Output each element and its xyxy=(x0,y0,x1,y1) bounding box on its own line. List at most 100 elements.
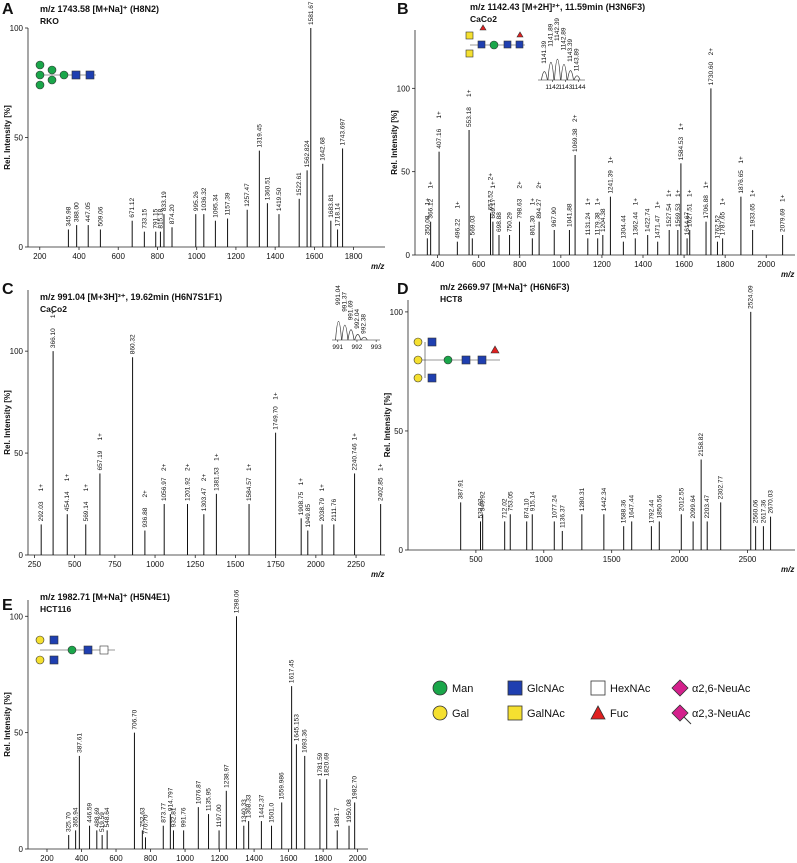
charge-label: 2+ xyxy=(516,181,523,189)
peak-label: 1949.85 xyxy=(305,504,312,528)
peak-label: 350.08 xyxy=(424,215,431,235)
charge-label: 1+ xyxy=(436,111,443,119)
peak-label: 2240.746 xyxy=(352,443,359,470)
legend-label: GlcNAc xyxy=(527,683,565,695)
inset-peak-label: 1143.89 xyxy=(574,48,581,71)
x-tick-label: 200 xyxy=(40,854,54,863)
peak-label: 2012.55 xyxy=(678,487,685,511)
y-tick-label: 50 xyxy=(401,168,410,177)
peak-label: 1522.61 xyxy=(296,172,303,196)
peak-label: 1136.37 xyxy=(559,505,566,528)
glycan-icon xyxy=(35,635,115,665)
charge-label: 1+ xyxy=(585,198,592,206)
charge-label: 1+ xyxy=(319,484,326,492)
peak-label: 1036.32 xyxy=(201,187,208,211)
peak-label: 1501.0 xyxy=(269,802,276,822)
peak-label: 387.91 xyxy=(458,479,465,499)
charge-label: 1+ xyxy=(83,484,90,492)
x-tick-label: 1200 xyxy=(211,854,229,863)
x-tick-label: 1000 xyxy=(188,252,206,261)
peak-label: 798.63 xyxy=(516,198,523,218)
y-tick-label: 0 xyxy=(19,243,24,252)
inset-tick-label: 1144 xyxy=(571,84,585,91)
peak-label: 1095.34 xyxy=(212,194,219,218)
peak-label: 1876.65 xyxy=(738,170,745,194)
peak-label: 1614.67 xyxy=(684,211,691,235)
charge-label: 1+ xyxy=(595,198,602,206)
panel-letter: E xyxy=(2,597,13,614)
peak-label: 366.12 xyxy=(428,198,435,218)
x-tick-label: 800 xyxy=(513,260,527,269)
peak-label: 752.63 xyxy=(139,807,146,827)
y-axis-label: Rel. Intensity [%] xyxy=(390,110,399,175)
legend-symbol xyxy=(432,680,448,696)
x-tick-label: 1500 xyxy=(603,555,621,564)
peak-label: 1762.52 xyxy=(714,215,721,239)
peak-label: 2099.64 xyxy=(690,495,697,519)
panel-subtitle: HCT116 xyxy=(40,604,71,614)
peak-label: 1069.38 xyxy=(572,128,579,152)
charge-label: 1+ xyxy=(529,198,536,206)
peak-label: 496.22 xyxy=(454,218,461,238)
x-tick-label: 500 xyxy=(469,555,483,564)
inset-peak-label: 1142.39 xyxy=(554,18,561,41)
x-tick-label: 2250 xyxy=(347,560,365,569)
peak-label: 669.17 xyxy=(490,198,497,218)
glycan-icon xyxy=(413,337,500,383)
x-tick-label: 2000 xyxy=(757,260,775,269)
inset-peak xyxy=(347,329,355,341)
peak-label: 1787.65 xyxy=(720,211,727,235)
peak-label: 1471.47 xyxy=(655,215,662,239)
peak-label: 1201.92 xyxy=(185,477,192,501)
charge-label: 1+ xyxy=(780,194,787,202)
peak-label: 533.93 xyxy=(478,498,485,518)
x-tick-label: 1250 xyxy=(186,560,204,569)
peak-label: 1303.47 xyxy=(201,487,208,511)
peak-label: 861.30 xyxy=(529,215,536,235)
peak-label: 1706.88 xyxy=(703,195,710,219)
peak-label: 657.52 xyxy=(487,190,494,210)
peak-label: 1647.44 xyxy=(629,495,636,519)
x-axis-label: m/z xyxy=(781,270,794,279)
peak-label: 454.14 xyxy=(64,491,71,511)
peak-label: 671.12 xyxy=(129,197,136,217)
peak-label: 995.26 xyxy=(193,191,200,211)
inset-peak-label: 991.37 xyxy=(341,292,348,312)
charge-label: 2+ xyxy=(201,474,208,482)
peak-label: 1617.45 xyxy=(289,659,296,683)
inset-tick-label: 1142 xyxy=(545,84,559,91)
peak-label: 1238.97 xyxy=(223,764,230,788)
panel-letter: C xyxy=(2,281,14,298)
inset-peak xyxy=(360,336,368,341)
peak-label: 874.10 xyxy=(524,498,531,518)
y-tick-label: 100 xyxy=(10,612,24,621)
peak-label: 1340.33 xyxy=(241,799,248,823)
peak-label: 733.15 xyxy=(141,208,148,228)
inset-peak-label: 992.38 xyxy=(361,314,368,334)
x-tick-label: 2000 xyxy=(349,854,367,863)
peak-label: 1131.24 xyxy=(585,212,592,235)
peak-label: 569.03 xyxy=(469,215,476,235)
peak-label: 1442.37 xyxy=(258,794,265,818)
legend-symbol xyxy=(590,705,606,720)
charge-label: 2+ xyxy=(708,48,715,56)
peak-label: 1642.68 xyxy=(320,137,327,161)
x-tick-label: 750 xyxy=(108,560,122,569)
y-tick-label: 50 xyxy=(394,427,403,436)
peak-label: 932.81 xyxy=(170,807,177,827)
peak-label: 657.19 xyxy=(97,450,104,470)
x-tick-label: 600 xyxy=(472,260,486,269)
inset-peak xyxy=(567,70,574,81)
peak-label: 1749.70 xyxy=(273,406,280,430)
y-tick-label: 50 xyxy=(14,449,23,458)
peak-label: 915.14 xyxy=(529,491,536,511)
peak-label: 815.18 xyxy=(157,208,164,228)
x-tick-label: 1800 xyxy=(345,252,363,261)
x-tick-label: 1500 xyxy=(227,560,245,569)
inset-peak-label: 1141.89 xyxy=(547,23,554,46)
peak-label: 706.70 xyxy=(131,709,138,729)
legend-label: HexNAc xyxy=(610,683,651,695)
x-tick-label: 1800 xyxy=(716,260,734,269)
inset-peak-label: 1142.89 xyxy=(560,27,567,50)
